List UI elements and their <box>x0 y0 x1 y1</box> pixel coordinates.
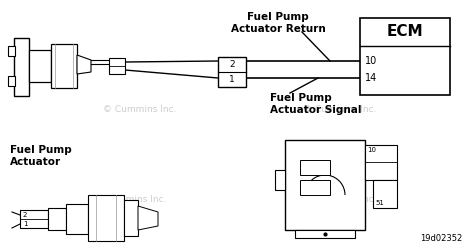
Bar <box>8 76 15 86</box>
Bar <box>373 180 397 208</box>
Bar <box>360 18 450 95</box>
Bar <box>88 195 124 241</box>
Bar <box>275 170 285 190</box>
Text: Fuel Pump
Actuator: Fuel Pump Actuator <box>10 145 72 167</box>
Polygon shape <box>77 55 91 74</box>
Polygon shape <box>138 206 158 230</box>
Text: 2: 2 <box>23 212 27 218</box>
Text: 51: 51 <box>375 200 384 206</box>
Text: © Cummins Inc.: © Cummins Inc. <box>93 195 167 205</box>
Bar <box>300 160 330 175</box>
Bar <box>66 204 88 234</box>
Text: 1: 1 <box>229 75 235 84</box>
Text: © Cummins Inc.: © Cummins Inc. <box>303 105 377 115</box>
Text: 2: 2 <box>229 60 235 69</box>
Bar <box>29 50 51 82</box>
Text: 10: 10 <box>367 147 376 153</box>
Bar <box>124 200 138 236</box>
Text: Fuel Pump
Actuator Return: Fuel Pump Actuator Return <box>231 12 325 34</box>
Text: © Cummins Inc.: © Cummins Inc. <box>303 195 377 205</box>
Text: 19d02352: 19d02352 <box>420 234 462 243</box>
Bar <box>8 46 15 56</box>
Bar <box>295 230 355 238</box>
Text: ECM: ECM <box>387 25 423 39</box>
Bar <box>20 210 48 228</box>
Text: © Cummins Inc.: © Cummins Inc. <box>103 105 177 115</box>
Bar <box>48 208 66 230</box>
Text: Fuel Pump
Actuator Signal: Fuel Pump Actuator Signal <box>270 93 362 115</box>
Bar <box>285 140 365 230</box>
Bar <box>365 145 397 180</box>
Text: 10: 10 <box>365 56 377 66</box>
Text: 1: 1 <box>23 221 27 227</box>
Bar <box>300 180 330 195</box>
Bar <box>109 58 125 74</box>
Text: 14: 14 <box>365 73 377 83</box>
Bar <box>218 57 246 87</box>
Bar <box>14 38 29 96</box>
Bar <box>51 44 77 88</box>
